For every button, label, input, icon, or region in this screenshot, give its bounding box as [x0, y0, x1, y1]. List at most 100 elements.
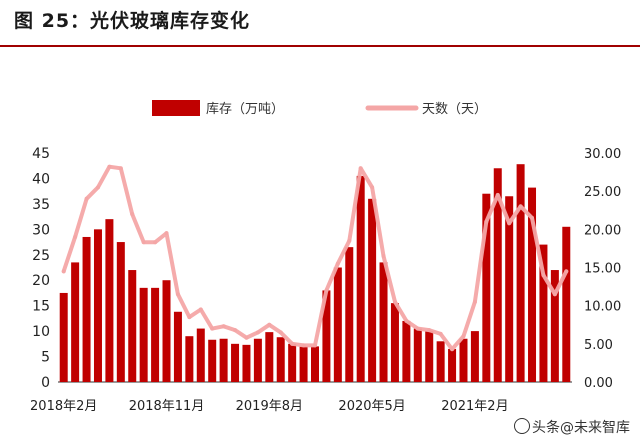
days-line-point [233, 328, 238, 333]
inventory-bar [116, 242, 125, 382]
days-line-point [347, 238, 352, 243]
inventory-bars [59, 164, 571, 382]
days-line-point [198, 307, 203, 312]
inventory-bar [448, 348, 457, 382]
days-line-point [244, 335, 249, 340]
legend-swatch-inventory [152, 100, 200, 116]
axes: 0 5 10 15 20 25 30 35 40 45 0.00 5.00 10.00 15.00 20.0… [30, 146, 621, 414]
days-line-point [221, 324, 226, 329]
inventory-bar [139, 287, 148, 382]
inventory-bar [390, 303, 399, 382]
days-line-point [255, 330, 260, 335]
inventory-bar [173, 311, 182, 382]
days-line-point [141, 240, 146, 245]
inventory-bar [299, 346, 308, 382]
days-line-point [324, 288, 329, 293]
legend: 库存（万吨） 天数（天） [152, 100, 487, 117]
inventory-bar [425, 331, 434, 382]
y-left-tick-label: 0 [41, 375, 50, 391]
days-line-point [313, 343, 317, 348]
days-line-point [450, 347, 455, 352]
days-line-point [472, 299, 477, 304]
days-line-point [370, 185, 375, 190]
days-line-point [73, 234, 78, 239]
days-line-point [107, 164, 112, 169]
inventory-bar [196, 328, 205, 382]
inventory-bar [482, 193, 491, 382]
inventory-bar [539, 244, 548, 382]
days-line-point [381, 254, 386, 259]
inventory-bar [219, 338, 228, 382]
y-left-tick-label: 30 [32, 222, 50, 238]
inventory-bar [356, 175, 365, 382]
inventory-bar [562, 226, 571, 382]
watermark: 头条@未来智库 [514, 417, 630, 437]
days-line-point [118, 166, 123, 171]
days-line-point [278, 330, 283, 335]
title-rule [0, 45, 640, 47]
days-line-point [130, 212, 135, 217]
days-line-point [518, 204, 523, 209]
y-right-tick-label: 15.00 [584, 262, 621, 277]
y-left-tick-label: 5 [41, 350, 50, 366]
y-right-tick-label: 0.00 [584, 376, 613, 391]
days-line-point [438, 331, 443, 336]
inventory-bar [71, 262, 80, 382]
inventory-bar [368, 198, 377, 382]
days-line-point [358, 166, 363, 171]
days-line-point [164, 231, 169, 236]
inventory-bar [231, 343, 240, 382]
inventory-bar [128, 270, 137, 382]
inventory-bar [151, 287, 160, 382]
inventory-bar [311, 346, 319, 382]
inventory-bar [208, 339, 217, 382]
days-line-point [392, 299, 397, 304]
y-left-tick-label: 45 [32, 146, 50, 162]
inventory-bar [345, 247, 354, 382]
days-line [61, 164, 569, 352]
inventory-bar [459, 338, 468, 382]
x-tick-label: 2020年5月 [338, 399, 405, 414]
days-line-point [461, 334, 466, 339]
y-left-tick-label: 35 [32, 197, 50, 213]
days-line-point [301, 343, 306, 348]
inventory-bar [82, 236, 91, 382]
days-line-point [495, 192, 500, 197]
legend-label-days: 天数（天） [422, 102, 487, 117]
inventory-bar [516, 164, 525, 382]
y-right-tick-label: 20.00 [584, 223, 621, 238]
inventory-bar [493, 168, 502, 382]
days-line-point [507, 221, 512, 226]
y-right-tick-label: 5.00 [584, 338, 613, 353]
x-tick-label: 2018年2月 [30, 399, 97, 414]
days-line-path [61, 164, 569, 352]
watermark-text: 头条@未来智库 [532, 420, 630, 436]
inventory-bar [93, 229, 102, 382]
legend-label-inventory: 库存（万吨） [206, 101, 284, 117]
inventory-bar [333, 267, 342, 382]
inventory-bar [379, 262, 388, 382]
inventory-bar [505, 196, 514, 382]
days-line-point [530, 215, 535, 220]
inventory-bar [528, 187, 537, 382]
days-line-point [95, 185, 100, 190]
inventory-bar [470, 331, 479, 382]
days-line-point [564, 269, 569, 274]
y-right-tick-label: 25.00 [584, 185, 621, 200]
y-left-tick-label: 40 [32, 171, 50, 187]
days-line-point [427, 328, 432, 333]
inventory-bar [436, 341, 445, 382]
y-left-tick-label: 20 [32, 273, 50, 289]
inventory-bar [402, 320, 411, 382]
days-line-point [267, 322, 272, 327]
x-tick-label: 2021年2月 [441, 399, 508, 414]
days-line-point [175, 292, 180, 297]
y-left-tick-label: 10 [32, 324, 50, 340]
days-line-point [541, 273, 546, 278]
inventory-bar [322, 290, 331, 382]
y-right-tick-label: 10.00 [584, 300, 621, 315]
inventory-bar [162, 280, 171, 382]
y-right-tick-label: 30.00 [584, 147, 621, 162]
days-line-point [290, 341, 295, 346]
figure-title: 图 25：光伏玻璃库存变化 [14, 10, 251, 32]
